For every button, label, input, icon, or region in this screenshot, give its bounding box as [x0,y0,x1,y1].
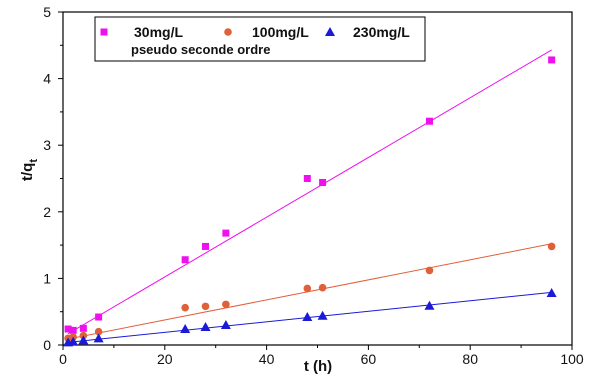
data-point-230mgl [317,310,328,320]
x-tick-label: 0 [59,351,67,367]
data-point-100mgl [318,283,327,292]
data-point-30mgl [548,56,556,64]
legend-label-30: 30mg/L [134,24,183,40]
y-tick-label: 3 [43,137,51,153]
data-point-230mgl [220,320,231,330]
data-point-30mgl [95,313,103,321]
data-point-30mgl [222,229,230,237]
data-point-100mgl [547,242,556,251]
y-tick-label: 4 [43,71,51,87]
y-axis-title-subscript: t [28,159,40,163]
data-point-30mgl [181,256,189,264]
x-tick-label: 80 [462,351,478,367]
data-point-100mgl [201,302,210,311]
svg-text:t/qt: t/qt [19,159,40,181]
data-point-30mgl [64,325,72,333]
data-point-230mgl [546,288,557,298]
legend-label-230: 230mg/L [353,24,410,40]
fit-line-100mgl [67,243,552,340]
plot-frame [62,11,573,346]
data-point-230mgl [93,333,104,343]
data-point-230mgl [424,300,435,310]
x-tick-label: 100 [560,351,584,367]
legend-box [94,16,426,62]
data-point-230mgl [78,335,89,345]
data-point-100mgl [425,266,434,275]
legend: 30mg/L 100mg/L 230mg/L pseudo seconde or… [94,16,426,62]
fit-line-30mgl [67,49,552,335]
x-tick-label: 20 [157,351,173,367]
y-tick-label: 2 [43,204,51,220]
data-point-230mgl [302,312,313,322]
legend-fit-label: pseudo seconde ordre [131,42,270,57]
x-axis-title: t (h) [304,358,332,375]
y-tick-label: 1 [43,270,51,286]
y-axis-title: t/qt [19,159,40,181]
data-point-230mgl [68,336,79,346]
data-point-30mgl [69,326,77,334]
y-tick-label: 5 [43,4,51,20]
data-point-230mgl [200,322,211,332]
data-point-100mgl [181,303,189,312]
x-tick-label: 60 [361,351,377,367]
y-axis-title-main: t/q [19,163,36,181]
data-point-30mgl [202,242,210,250]
data-point-100mgl [222,300,230,309]
data-point-30mgl [425,117,433,125]
legend-label-100: 100mg/L [252,24,309,40]
data-point-30mgl [319,178,327,186]
y-tick-label: 0 [43,337,51,353]
legend-marker-230 [325,27,335,36]
data-point-100mgl [94,327,103,336]
data-point-100mgl [303,284,312,293]
x-tick-label: 40 [259,351,275,367]
data-point-30mgl [79,324,87,332]
data-point-230mgl [180,324,191,334]
legend-marker-100 [224,28,232,36]
plot-area: 0 20 40 60 80 100 0 1 2 3 4 5 [43,4,584,367]
legend-marker-30 [100,28,108,36]
data-point-30mgl [303,175,311,182]
